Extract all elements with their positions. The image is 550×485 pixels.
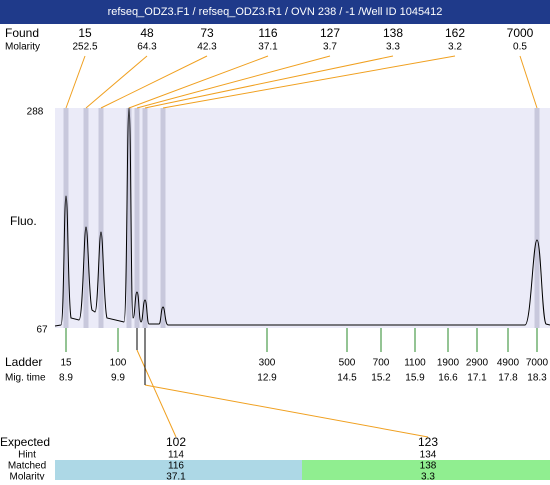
found-size: 7000 (507, 26, 534, 40)
peak-band (126, 108, 132, 328)
found-molarity: 42.3 (197, 42, 217, 53)
ladder-size: 700 (373, 358, 390, 369)
mig-time: 12.9 (257, 373, 277, 384)
exp-molarity-label: Molarity (9, 472, 44, 480)
y-max: 288 (27, 107, 44, 118)
peak-link (144, 55, 394, 109)
found-size: 116 (258, 26, 277, 40)
matched: 116 (168, 461, 184, 472)
found-size: 138 (383, 26, 403, 40)
mig-time: 15.2 (371, 373, 391, 384)
expected-link (136, 349, 177, 438)
found-size: 127 (320, 26, 340, 40)
hint: 134 (420, 450, 437, 461)
ladder-size: 2900 (466, 358, 489, 369)
peak-band (142, 108, 148, 328)
matched-bar-2 (302, 460, 550, 480)
found-molarity: 64.3 (137, 42, 157, 53)
ladder-size: 15 (60, 358, 72, 369)
expected-label: Expected (0, 435, 50, 449)
peak-link (136, 55, 331, 109)
expected-size: 123 (418, 435, 438, 449)
matched-bar-1 (55, 460, 302, 480)
ladder-label: Ladder (5, 355, 42, 369)
y-min: 67 (36, 325, 48, 336)
mig-time: 8.9 (59, 373, 73, 384)
trace (54, 107, 550, 327)
found-size: 73 (200, 26, 214, 40)
hint-label: Hint (18, 450, 36, 461)
found-molarity: 3.3 (386, 42, 400, 53)
ladder-size: 1900 (437, 358, 460, 369)
mig-time: 16.6 (438, 373, 458, 384)
peak-band (134, 108, 140, 328)
found-molarity: 3.2 (448, 42, 462, 53)
peak-link (162, 55, 456, 109)
peak-link (65, 55, 86, 109)
ladder-size: 7000 (526, 358, 549, 369)
found-molarity: 0.5 (513, 42, 527, 53)
mig-time: 14.5 (337, 373, 357, 384)
ladder-size: 100 (110, 358, 127, 369)
y-label: Fluo. (10, 214, 37, 228)
found-size: 48 (140, 26, 154, 40)
mig-time: 9.9 (111, 373, 125, 384)
found-molarity: 37.1 (258, 42, 278, 53)
molarity-label: Molarity (5, 42, 40, 53)
peak-band (160, 108, 166, 328)
found-molarity: 252.5 (72, 42, 97, 53)
found-size: 15 (78, 26, 92, 40)
ladder-size: 4900 (497, 358, 520, 369)
peak-band (63, 108, 69, 328)
found-size: 162 (445, 26, 465, 40)
molarity: 3.3 (421, 472, 435, 480)
peak-band (534, 108, 540, 328)
ladder-size: 500 (339, 358, 356, 369)
expected-link (144, 384, 429, 438)
hint: 114 (168, 450, 184, 461)
found-molarity: 3.7 (323, 42, 337, 53)
peak-link (519, 55, 538, 109)
mig-time: 15.9 (405, 373, 425, 384)
peak-band (98, 108, 104, 328)
peak-link (128, 55, 269, 109)
matched: 138 (420, 461, 437, 472)
mig-time: 17.8 (498, 373, 518, 384)
mig-time: 17.1 (467, 373, 487, 384)
peak-link (100, 55, 208, 109)
title-bar (0, 0, 550, 24)
matched-label: Matched (8, 461, 46, 472)
found-label: Found (5, 26, 39, 40)
title: refseq_ODZ3.F1 / refseq_ODZ3.R1 / OVN 23… (108, 6, 443, 18)
peak-band (83, 108, 89, 328)
ladder-size: 300 (259, 358, 276, 369)
mig-label: Mig. time (5, 373, 46, 384)
peak-link (85, 55, 148, 109)
expected-size: 102 (166, 435, 186, 449)
ladder-size: 1100 (404, 358, 426, 369)
molarity: 37.1 (166, 472, 186, 480)
mig-time: 18.3 (527, 373, 547, 384)
